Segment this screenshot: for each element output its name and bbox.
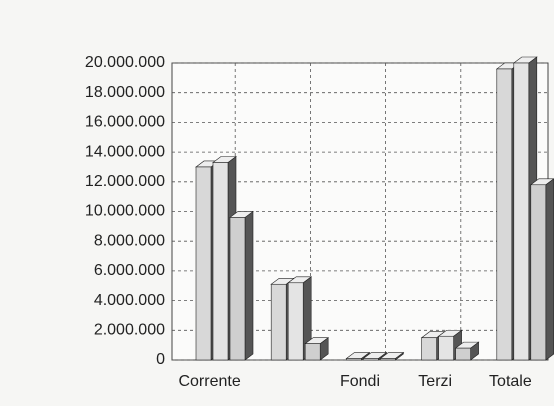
y-tick-label: 20.000.000	[85, 54, 165, 71]
y-tick-label: 12.000.000	[85, 173, 165, 190]
bar	[229, 210, 254, 361]
y-tick-label: 0	[156, 351, 165, 368]
bar-front	[287, 282, 304, 361]
y-tick-label: 16.000.000	[85, 114, 165, 131]
bar-front	[496, 68, 513, 361]
x-tick-label: Fondi	[340, 373, 380, 390]
bar	[304, 337, 330, 361]
y-tick-label: 4.000.000	[94, 292, 165, 309]
bar-front	[530, 184, 547, 361]
y-tick-label: 14.000.000	[85, 143, 165, 160]
x-tick-label: Terzi	[418, 373, 452, 390]
bar-front	[195, 166, 212, 361]
bar-front	[346, 358, 362, 361]
bar	[529, 178, 554, 361]
bar-front	[270, 283, 287, 361]
bar-front	[513, 62, 530, 361]
bar-side	[545, 178, 554, 361]
x-tick-label: Totale	[489, 373, 532, 390]
y-tick-label: 8.000.000	[94, 232, 165, 249]
bar-front	[455, 347, 471, 361]
bar	[379, 351, 405, 361]
bar-front	[304, 343, 321, 361]
bar-front	[421, 337, 437, 361]
y-tick-label: 6.000.000	[94, 262, 165, 279]
y-tick-label: 10.000.000	[85, 203, 165, 220]
bar	[454, 341, 480, 361]
bar-front	[212, 162, 229, 361]
bar-side	[244, 210, 254, 361]
bar-front	[380, 358, 396, 361]
bar-front	[229, 217, 246, 361]
bar-front	[438, 335, 454, 361]
bar-front	[363, 358, 379, 361]
x-tick-label: Corrente	[178, 373, 240, 390]
y-tick-label: 18.000.000	[85, 84, 165, 101]
bar	[345, 351, 371, 361]
y-tick-label: 2.000.000	[94, 322, 165, 339]
